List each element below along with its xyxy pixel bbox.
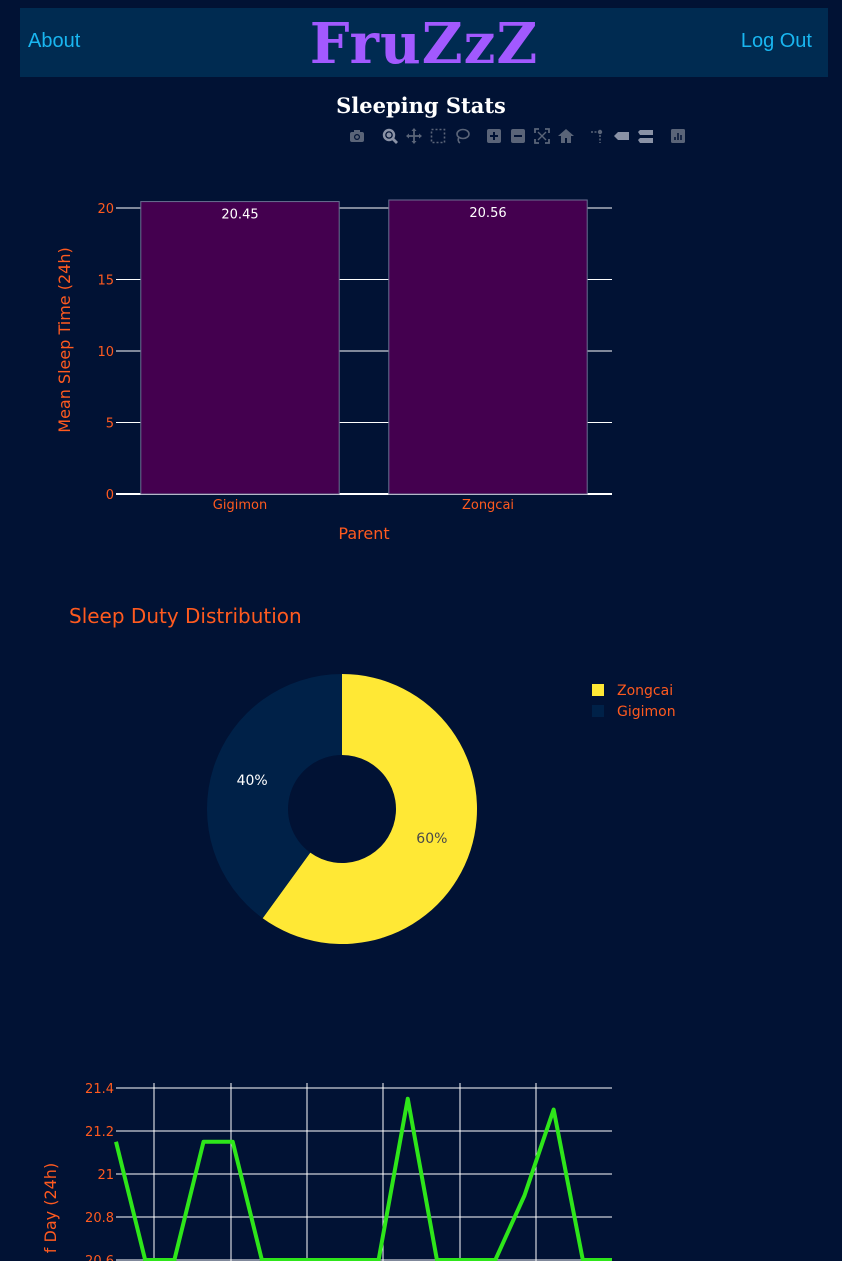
y-tick-label: 0 (106, 488, 114, 503)
zoom-icon[interactable] (381, 127, 399, 145)
plotly-logo-icon[interactable] (669, 127, 687, 145)
x-axis-title: Parent (338, 524, 389, 543)
y-tick-label: 21.4 (85, 1082, 114, 1097)
legend-label: Zongcai (617, 683, 673, 699)
x-tick-label: Gigimon (213, 498, 267, 513)
spike-lines-icon[interactable] (589, 127, 607, 145)
hover-closest-icon[interactable] (613, 127, 631, 145)
chart-title: Sleep Duty Distribution (69, 604, 302, 628)
y-tick-label: 20 (97, 202, 114, 217)
legend-swatch (592, 684, 604, 696)
y-tick-label: 20.8 (85, 1211, 114, 1226)
box-select-icon[interactable] (429, 127, 447, 145)
line-chart: 20.6 20.8 21 21.2 21.4 f Day (24h) (41, 1082, 612, 1261)
hover-compare-icon[interactable] (637, 127, 655, 145)
slice-percent-label: 40% (237, 773, 268, 789)
about-link[interactable]: About (28, 30, 81, 52)
reset-axes-icon[interactable] (557, 127, 575, 145)
bar-value-label: 20.56 (469, 206, 506, 221)
y-tick-label: 15 (97, 274, 114, 289)
lasso-select-icon[interactable] (453, 127, 471, 145)
page-title: Sleeping Stats (336, 93, 506, 118)
bar (388, 199, 588, 495)
legend-swatch (592, 705, 604, 717)
camera-icon[interactable] (348, 127, 366, 145)
y-axis-title: f Day (24h) (41, 1163, 60, 1253)
donut-chart: Sleep Duty Distribution 60% 40% Zongcai Gigi… (69, 604, 676, 944)
y-tick-label: 21.2 (85, 1125, 114, 1140)
legend-label: Gigimon (617, 704, 676, 720)
navbar: About FruZzZ Log Out (20, 8, 828, 77)
plot-modebar (348, 127, 698, 145)
y-tick-label: 10 (97, 345, 114, 360)
y-tick-label: 20.6 (85, 1254, 114, 1261)
y-axis-title: Mean Sleep Time (24h) (55, 247, 74, 432)
y-tick-label: 21 (97, 1168, 114, 1183)
y-tick-label: 5 (106, 417, 114, 432)
series-line (114, 1096, 612, 1261)
zoom-in-icon[interactable] (485, 127, 503, 145)
bar (140, 201, 340, 495)
slice-percent-label: 60% (416, 831, 447, 847)
x-tick-label: Zongcai (462, 498, 514, 513)
donut-slice (206, 674, 342, 919)
pan-icon[interactable] (405, 127, 423, 145)
logout-link[interactable]: Log Out (740, 30, 812, 52)
bar-chart: 0 5 10 15 20 20.45 Gigimon 20.56 Zongcai Parent Me… (55, 199, 612, 543)
bar-value-label: 20.45 (221, 208, 258, 223)
zoom-out-icon[interactable] (509, 127, 527, 145)
donut-slice (262, 674, 477, 944)
brand-logo[interactable]: FruZzZ (309, 11, 539, 77)
autoscale-icon[interactable] (533, 127, 551, 145)
